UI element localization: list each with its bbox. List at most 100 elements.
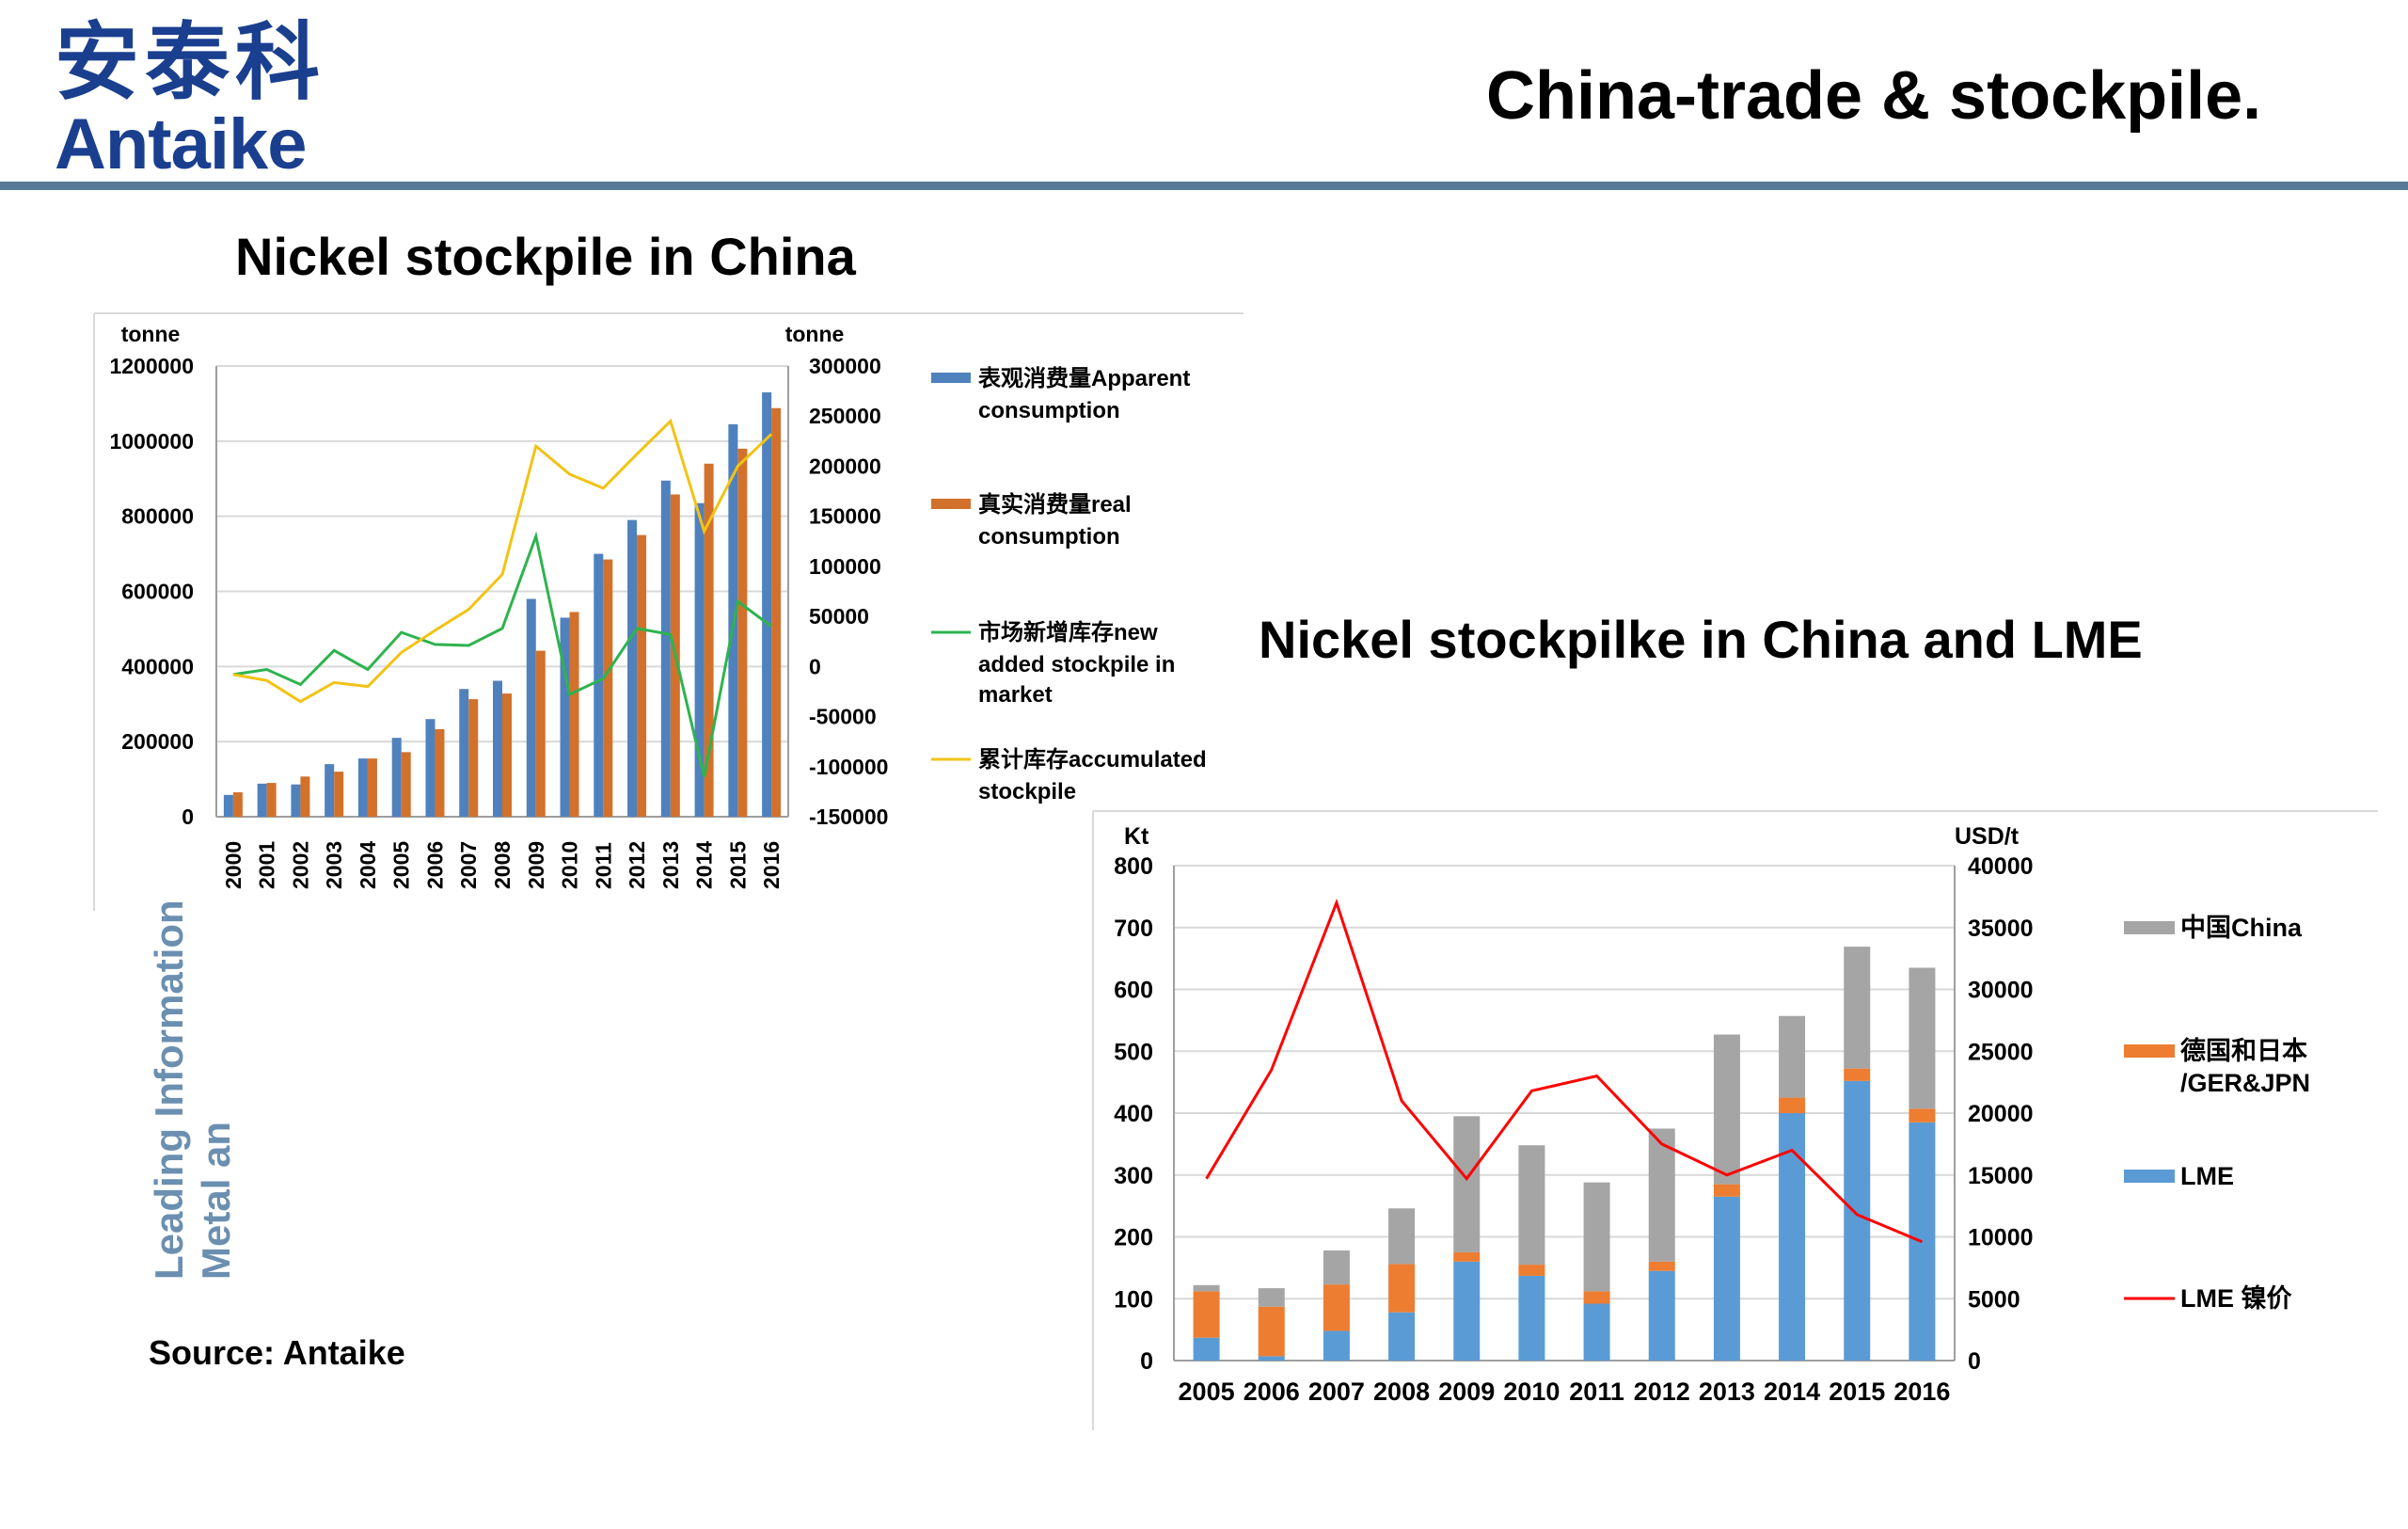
chart1-bar-apparent [223,794,233,817]
chart1-left-tick-label: 400000 [121,654,194,678]
chart2-bar-lme [1713,1196,1740,1361]
chart2-bar-lme [1583,1303,1610,1361]
chart1-legend-swatch [931,373,971,383]
chart1-bar-apparent [694,502,705,817]
chart1-right-tick-label: -150000 [809,804,888,829]
chart2-bar-ger-jpn [1388,1264,1416,1313]
chart1-bar-apparent [660,480,671,817]
chart1-bar-real [502,693,512,817]
chart1-bar-apparent [325,764,335,817]
chart2-right-tick-label: 20000 [1968,1101,2034,1127]
chart2-bar-china [1713,1034,1740,1185]
chart2-bar-lme [1518,1275,1545,1361]
chart1-x-tick-label: 2011 [591,842,615,889]
chart2-bar-china [1388,1208,1416,1265]
chart2-right-tick-label: 30000 [1968,978,2034,1004]
chart1-bar-apparent [257,783,267,817]
chart2-right-tick-label: 35000 [1968,916,2034,942]
chart1-right-tick-label: 150000 [809,504,881,529]
chart1-left-tick-label: 1000000 [109,429,194,454]
chart2-bar-china [1844,947,1871,1069]
chart1-x-tick-label: 2009 [524,841,548,889]
chart1-bar-real [468,699,479,817]
chart2-bar-ger-jpn [1713,1184,1740,1197]
chart1-legend-label: added stockpile in [978,652,1175,677]
chart1-right-tick-label: 300000 [809,354,881,378]
chart2-title: Nickel stockpilke in China and LME [1259,610,2143,669]
chart2-bar-china [1583,1182,1610,1292]
chart2-right-tick-label: 15000 [1968,1163,2034,1189]
chart1-bar-real [334,772,344,817]
chart1-right-axis-title: tonne [785,322,845,346]
logo-chinese: 安泰科 [55,13,325,112]
chart1-bar-real [535,650,546,817]
chart1-bar-apparent [560,617,570,817]
chart1-right-tick-label: 100000 [809,554,881,579]
chart2-left-tick-label: 500 [1114,1039,1153,1065]
chart2-bar-china [1518,1145,1545,1266]
chart2-left-tick-label: 800 [1114,853,1153,880]
chart1-legend-label: consumption [978,398,1120,423]
chart1-x-tick-label: 2012 [625,841,649,889]
chart1-bar-apparent [594,553,604,817]
chart2-legend-swatch [2124,1170,2175,1183]
chart1-bar-real [603,559,613,817]
chart2-legend-swatch [2124,921,2175,934]
chart2-left-tick-label: 600 [1114,978,1153,1004]
chart2-left-tick-label: 100 [1114,1286,1153,1313]
chart1-line-new-added [232,531,773,777]
chart2-bar-china [1909,967,1936,1109]
chart1-bar-real [367,758,377,817]
chart2-right-tick-label: 25000 [1968,1039,2034,1065]
chart2-x-tick-label: 2009 [1438,1378,1495,1406]
chart1-bar-real [704,463,714,817]
chart2-bar-china [1258,1288,1285,1307]
chart1-x-tick-label: 2004 [356,841,380,889]
source-note: Source: Antaike [149,1333,405,1372]
chart1-x-tick-label: 2013 [658,841,683,889]
chart2-legend-swatch [2124,1044,2175,1058]
chart2-x-tick-label: 2005 [1179,1378,1235,1406]
chart1-bar-real [232,792,243,817]
chart1-x-tick-label: 2008 [490,841,515,889]
chart1-legend-label: market [978,682,1053,708]
chart1-bar-real [771,407,782,817]
chart2-x-tick-label: 2006 [1244,1378,1300,1406]
chart2-bar-lme [1453,1261,1481,1361]
chart1-bar-apparent [357,758,368,817]
chart1-x-tick-label: 2002 [288,841,312,889]
chart2-right-tick-label: 5000 [1968,1286,2020,1313]
chart1-legend-label: 表观消费量Apparent [978,366,1190,391]
chart1-line-accumulated [232,418,773,704]
chart2-bar-ger-jpn [1583,1291,1610,1304]
chart1-bar-apparent [459,689,469,817]
chart2-x-tick-label: 2007 [1308,1378,1365,1406]
chart2-right-axis-title: USD/t [1955,823,2020,850]
chart1-bar-real [569,612,579,817]
chart1-bar-apparent [526,598,536,817]
chart2-bar-china [1193,1284,1220,1292]
chart1-bar-apparent [762,391,772,817]
chart2-left-tick-label: 0 [1140,1348,1153,1375]
chart1-legend-swatch [931,499,971,509]
chart2-x-tick-label: 2012 [1634,1378,1690,1406]
chart2-right-tick-label: 0 [1968,1348,1981,1375]
chart2-bar-ger-jpn [1193,1291,1220,1338]
chart1-left-tick-label: 800000 [121,504,194,529]
chart1-left-axis-title: tonne [121,322,181,346]
chart1-right-tick-label: 0 [809,654,821,678]
chart2-bar-ger-jpn [1323,1284,1350,1331]
chart2-legend-label: LME 镍价 [2180,1284,2292,1313]
chart2-bar-lme [1388,1312,1416,1361]
chart2-bar-china [1323,1250,1350,1285]
chart2-x-tick-label: 2013 [1699,1378,1755,1406]
chart1-bar-real [435,728,445,817]
chart1-bar-apparent [493,680,502,817]
chart1-bar-real [300,776,310,817]
chart2-bar-china [1779,1015,1806,1098]
chart2-bar-ger-jpn [1909,1108,1936,1123]
chart2-right-tick-label: 40000 [1968,853,2034,880]
chart1-bar-real [401,752,411,817]
chart2-bar-lme [1323,1330,1350,1361]
